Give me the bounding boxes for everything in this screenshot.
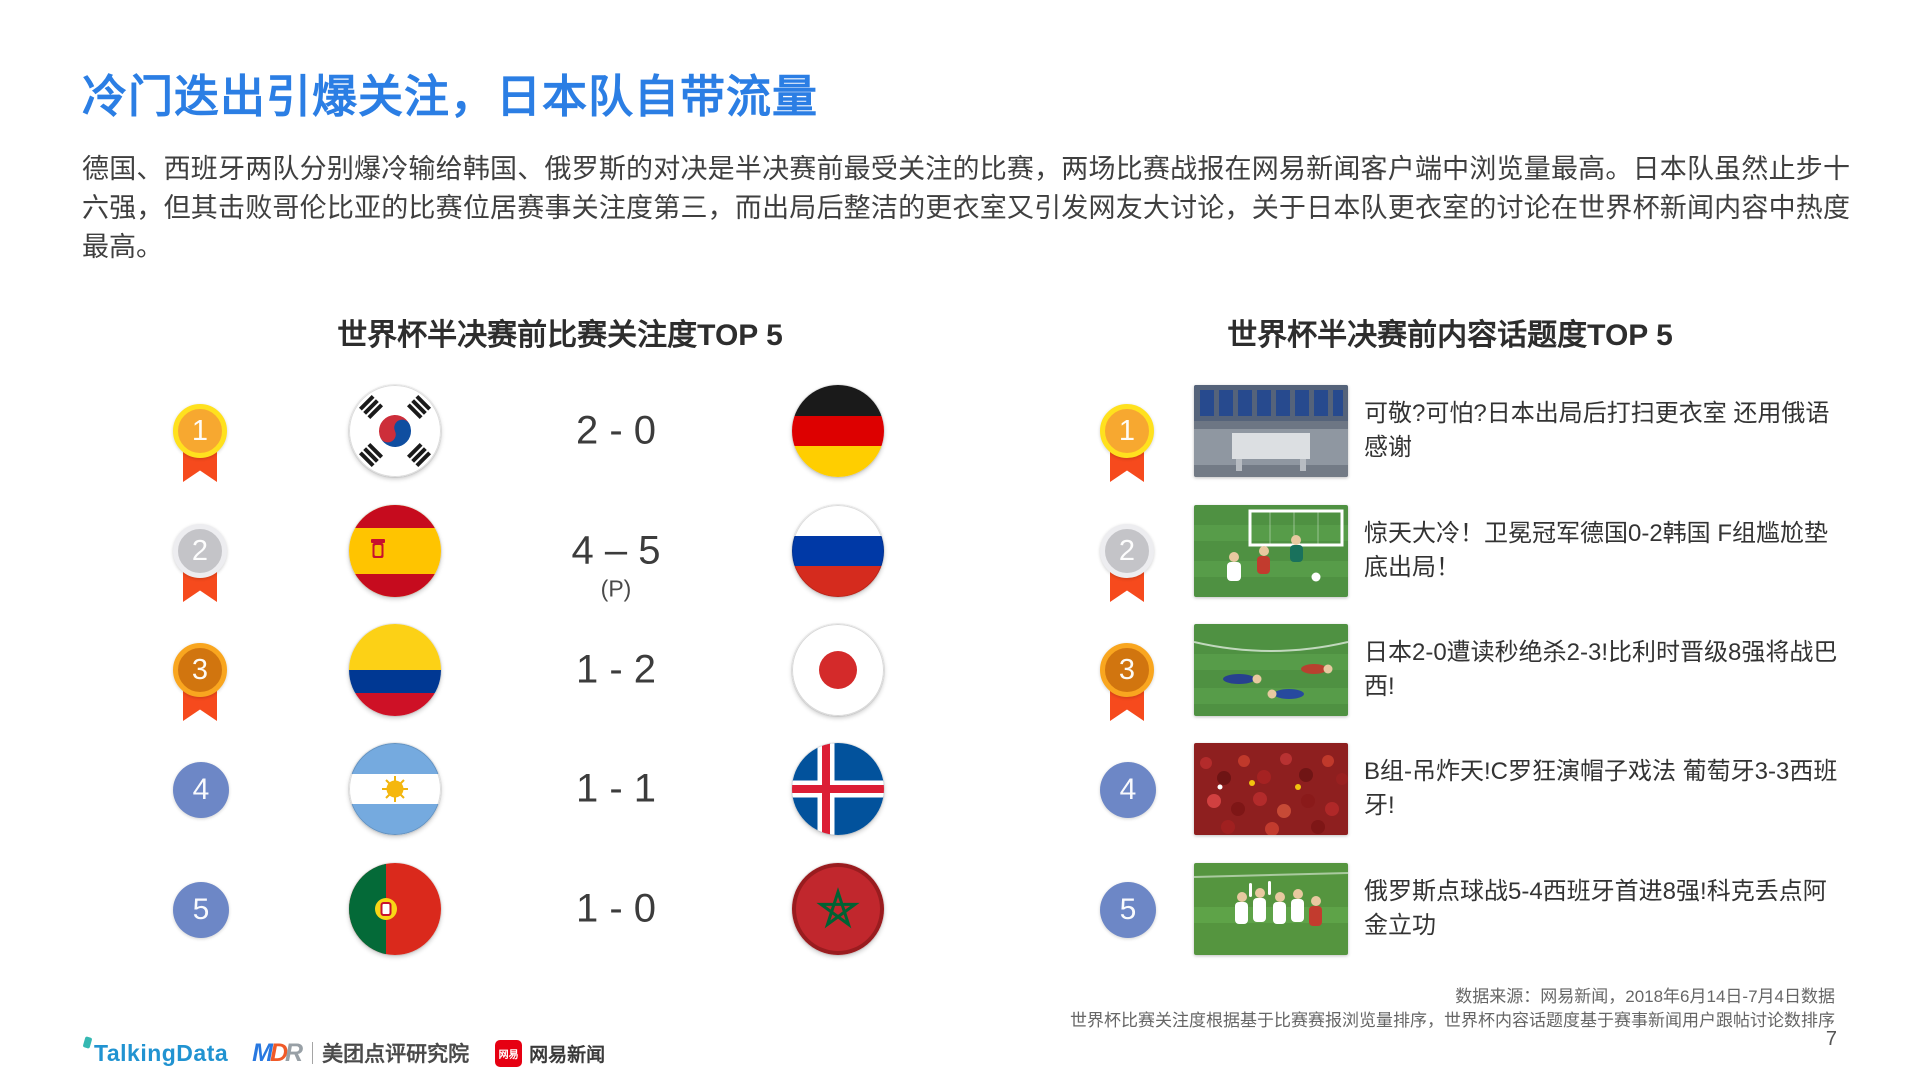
- score-text: 1 - 1: [575, 766, 657, 811]
- match-score: 2 - 0: [505, 409, 727, 454]
- news-headline: 惊天大冷！卫冕冠军德国0-2韩国 F组尴尬垫底出局！: [1364, 520, 1829, 581]
- mdr-label: 美团点评研究院: [322, 1043, 470, 1066]
- rank-3-medal-icon: 3: [173, 643, 227, 721]
- rank-4-badge-icon: 4: [173, 762, 229, 818]
- match-row: 3 1 - 2: [0, 610, 1921, 730]
- score-text: 4 – 5: [571, 528, 661, 573]
- south-korea-flag-icon: [349, 385, 441, 477]
- penalty-note: (P): [600, 575, 632, 602]
- netease-app-icon: 网易: [495, 1039, 523, 1067]
- news-thumbnail-goal-action: [1194, 505, 1348, 597]
- news-headline: 日本2-0遭读秒绝杀2-3!比利时晋级8强将战巴西!: [1364, 639, 1838, 700]
- match-score: 1 - 0: [505, 887, 727, 932]
- rank-5-badge-icon: 5: [1100, 882, 1156, 938]
- footer-logos: TalkingData M D R 美团点评研究院 网易 网易新闻: [82, 1035, 606, 1068]
- netease-news-logo: 网易 网易新闻: [495, 1039, 606, 1067]
- news-headline: 可敬?可怕?日本出局后打扫更衣室 还用俄语感谢: [1364, 400, 1830, 461]
- spain-flag-icon: [349, 505, 441, 597]
- score-text: 1 - 0: [575, 886, 657, 931]
- rank-5-badge-icon: 5: [173, 882, 229, 938]
- rank-number: 1: [173, 404, 227, 458]
- match-row: 2 4 – 5 (P): [0, 491, 1921, 611]
- rank-number: 3: [1100, 643, 1154, 697]
- news-thumbnail-team-celebration: [1194, 863, 1348, 955]
- colombia-flag-icon: [349, 624, 441, 716]
- news-headline: B组-吊炸天!C罗狂演帽子戏法 葡萄牙3-3西班牙!: [1364, 758, 1838, 819]
- japan-flag-icon: [792, 624, 884, 716]
- mdr-letter-r: R: [285, 1038, 304, 1067]
- rank-number: 2: [1100, 524, 1154, 578]
- talkingdata-logo: TalkingData: [82, 1035, 229, 1067]
- rank-2-medal-icon: 2: [1100, 524, 1154, 602]
- topic-row: 5 俄罗斯点球战5-4西班牙首进8强!科克丢点阿金立功: [0, 849, 1921, 969]
- talkingdata-wordmark: TalkingData: [94, 1039, 229, 1066]
- left-panel-title: 世界杯半决赛前比赛关注度TOP 5: [337, 319, 783, 352]
- match-row: 5 1 - 0: [0, 849, 1921, 969]
- data-source-note: 数据来源：网易新闻，2018年6月14日-7月4日数据: [1455, 987, 1835, 1006]
- topic-row: 4 B组-吊炸天!C罗狂演帽子戏法 葡萄牙3-3西班牙!: [0, 729, 1921, 849]
- rank-number: 4: [173, 762, 229, 818]
- intro-paragraph: 德国、西班牙两队分别爆冷输给韩国、俄罗斯的对决是半决赛前最受关注的比赛，两场比赛…: [82, 154, 1850, 262]
- rank-2-medal-icon: 2: [173, 524, 227, 602]
- russia-flag-icon: [792, 505, 884, 597]
- news-thumbnail-players-on-field: [1194, 624, 1348, 716]
- talkingdata-tick-icon: [82, 1035, 93, 1049]
- netease-news-label: 网易新闻: [529, 1044, 606, 1066]
- topic-row: 1 可敬?可怕?日本出局后打扫更衣室 还用俄语感谢: [0, 371, 1921, 491]
- rank-number: 5: [173, 882, 229, 938]
- right-panel-title: 世界杯半决赛前内容话题度TOP 5: [1227, 319, 1673, 352]
- rank-4-badge-icon: 4: [1100, 762, 1156, 818]
- morocco-flag-icon: [792, 863, 884, 955]
- topic-row: 2 惊天大冷！卫冕冠军德国0-2韩国 F组尴尬垫底出局！: [0, 491, 1921, 611]
- page-number: 7: [1825, 1028, 1837, 1050]
- rank-1-medal-icon: 1: [1100, 404, 1154, 482]
- ranking-method-note: 世界杯比赛关注度根据基于比赛赛报浏览量排序，世界杯内容话题度基于赛事新闻用户跟帖…: [1070, 1011, 1835, 1030]
- rank-number: 4: [1100, 762, 1156, 818]
- news-thumbnail-locker-room: [1194, 385, 1348, 477]
- score-text: 2 - 0: [575, 408, 657, 453]
- logo-divider: [312, 1042, 314, 1064]
- news-headline: 俄罗斯点球战5-4西班牙首进8强!科克丢点阿金立功: [1364, 878, 1827, 939]
- match-row: 4 1 - 1: [0, 729, 1921, 849]
- match-score: 4 – 5 (P): [505, 528, 727, 602]
- match-score: 1 - 2: [505, 648, 727, 693]
- page-title: 冷门迭出引爆关注，日本队自带流量: [82, 71, 819, 122]
- score-text: 1 - 2: [575, 647, 657, 692]
- news-thumbnail-red-fans-crowd: [1194, 743, 1348, 835]
- mdr-meituan-dianping-logo: M D R 美团点评研究院: [252, 1038, 469, 1068]
- rank-number: 5: [1100, 882, 1156, 938]
- rank-1-medal-icon: 1: [173, 404, 227, 482]
- rank-number: 2: [173, 524, 227, 578]
- rank-number: 1: [1100, 404, 1154, 458]
- rank-number: 3: [173, 643, 227, 697]
- mdr-letter-m: M: [252, 1038, 273, 1067]
- mdr-letter-d: D: [269, 1038, 289, 1067]
- rank-3-medal-icon: 3: [1100, 643, 1154, 721]
- match-row: 1 2 - 0: [0, 371, 1921, 491]
- topic-row: 3 日本2-0遭读秒绝杀2-3!比利时晋级8强将战巴西!: [0, 610, 1921, 730]
- iceland-flag-icon: [792, 743, 884, 835]
- match-score: 1 - 1: [505, 767, 727, 812]
